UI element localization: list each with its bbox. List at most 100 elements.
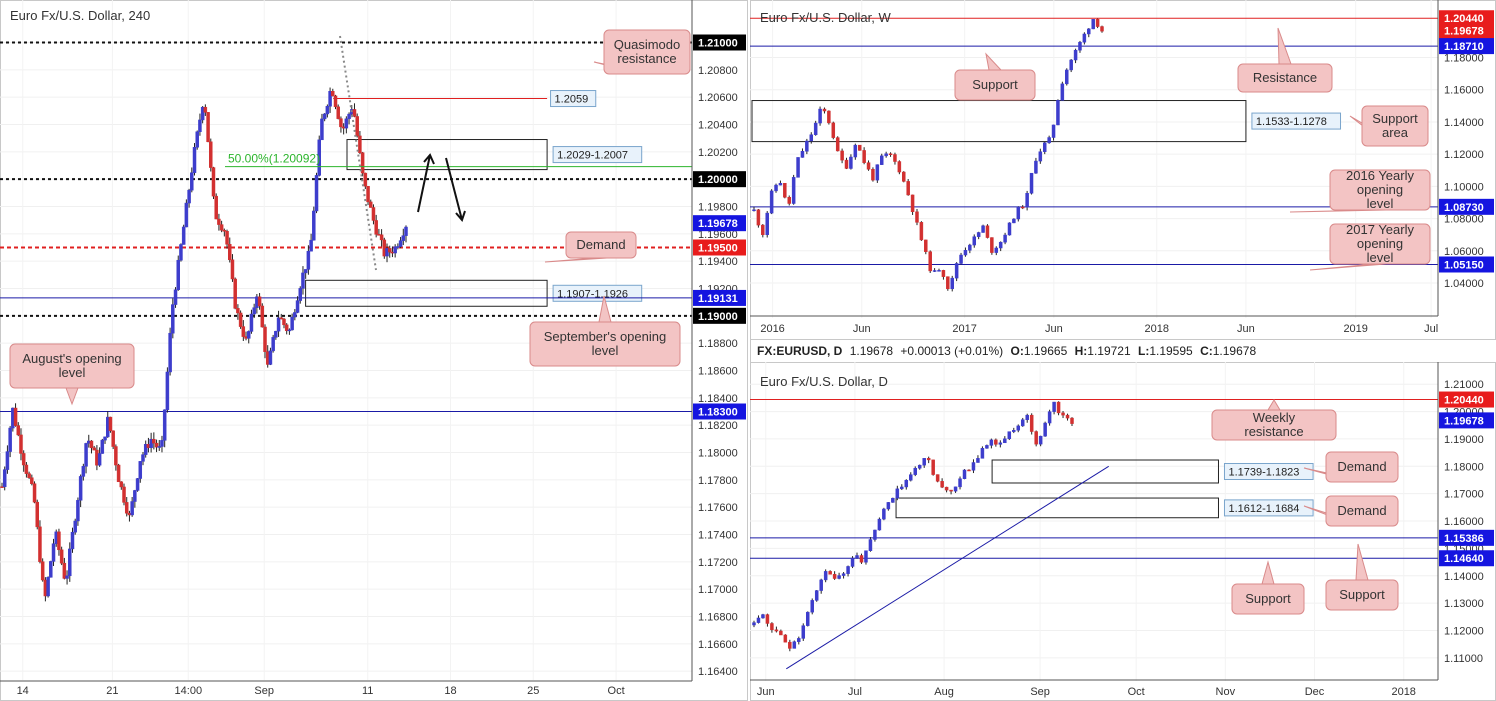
candle-body (358, 135, 362, 153)
candle-body (1052, 401, 1056, 412)
zone-box (991, 459, 1219, 484)
candle-body (1029, 172, 1034, 194)
candle-body (1007, 222, 1012, 236)
price-tag (1439, 38, 1494, 55)
x-tick-label: 14 (17, 685, 29, 697)
candle-body (932, 270, 937, 272)
candle-body (797, 638, 801, 642)
candle-body (190, 172, 194, 191)
candle-body (944, 486, 949, 491)
candle-body (752, 622, 756, 626)
candle-body (8, 427, 12, 452)
callout-label: Demand (1337, 503, 1386, 518)
candle-body (73, 520, 77, 533)
candle-body (162, 409, 167, 441)
candle-body (1016, 206, 1021, 220)
candle-body (1047, 137, 1051, 144)
candle-body (263, 326, 267, 352)
y-tick-label: 1.16000 (1444, 516, 1484, 528)
weekly-chart-panel: 1.1533-1.1278 1.18000 1.16000 1.14000 1.120… (750, 0, 1496, 340)
x-tick-label: 2016 (760, 323, 784, 335)
x-tick-label: 2017 (952, 323, 976, 335)
candle-body (791, 177, 796, 204)
candle-body (122, 486, 126, 503)
candle-body (831, 122, 836, 138)
h4-chart[interactable]: 1.2029-1.2007 1.1907-1.1926 50.00%(1.2009… (0, 0, 748, 701)
callout-box (1211, 409, 1337, 441)
candle-body (339, 118, 343, 128)
candle-body (59, 549, 64, 564)
candle-body (387, 248, 392, 253)
price-tag (693, 171, 746, 188)
candle-body (879, 155, 884, 165)
callout-box (954, 69, 1036, 101)
candle-body (962, 469, 967, 479)
ohlc-low: 1.19595 (1149, 344, 1193, 358)
y-tick-label: 1.18600 (698, 366, 738, 378)
candle-body (864, 550, 868, 563)
daily-title: Euro Fx/U.S. Dollar, D (760, 374, 888, 389)
candle-body (871, 169, 875, 181)
price-tag (693, 307, 746, 324)
projection-arrow-up (417, 153, 435, 213)
candle-body (268, 350, 273, 365)
candle-body (801, 625, 806, 639)
y-tick-label: 1.21000 (1444, 379, 1484, 391)
y-tick-label: 1.12000 (1444, 625, 1484, 637)
candle-body (835, 137, 840, 152)
candle-body (363, 172, 368, 187)
zone-box (346, 139, 548, 171)
candle-body (209, 141, 213, 168)
callout-label: Support (972, 77, 1018, 92)
callout-label: Support (1372, 111, 1418, 126)
candle-body (994, 439, 998, 445)
callout-label: level (1367, 196, 1394, 211)
y-tick-label: 1.18400 (698, 393, 738, 405)
candle-body (926, 458, 931, 461)
candle-body (888, 153, 893, 155)
candle-body (276, 317, 281, 332)
candle-body (862, 150, 866, 163)
candle-body (331, 91, 335, 97)
candle-body (168, 332, 172, 373)
candle-body (260, 305, 265, 328)
price-tag (693, 403, 746, 420)
candle-body (173, 289, 178, 305)
candle-body (765, 212, 769, 235)
y-tick-label: 1.04000 (1444, 278, 1484, 290)
trend-line (786, 465, 1109, 670)
candle-body (917, 464, 922, 469)
y-tick-label: 1.18000 (1444, 461, 1484, 473)
weekly-chart[interactable]: 1.1533-1.1278 1.18000 1.16000 1.14000 1.120… (750, 0, 1496, 340)
candle-body (832, 574, 837, 579)
candle-body (827, 110, 831, 124)
candle-body (805, 611, 810, 626)
price-tag (1439, 198, 1494, 215)
x-tick-label: Oct (608, 685, 625, 697)
candle-body (382, 239, 387, 257)
y-tick-label: 1.18200 (698, 420, 738, 432)
callout-label: September's opening (544, 329, 666, 344)
candle-body (238, 312, 243, 327)
candle-body (788, 641, 792, 649)
candle-body (756, 209, 761, 226)
candle-body (1087, 28, 1091, 35)
y-tick-label: 1.16600 (698, 639, 738, 651)
candle-body (849, 156, 853, 169)
x-tick-label: Jun (757, 686, 775, 698)
price-tag-label: 1.19678 (698, 218, 738, 230)
candle-body (1042, 142, 1047, 152)
candle-body (823, 571, 828, 581)
weekly-title: Euro Fx/U.S. Dollar, W (760, 10, 891, 25)
candle-body (328, 91, 332, 107)
ohlc-high-label: H: (1074, 344, 1088, 358)
price-tag-label: 1.20440 (1444, 13, 1484, 25)
candle-body (401, 235, 406, 241)
price-tag (693, 289, 746, 306)
callout-label: Quasimodo (614, 37, 680, 52)
y-tick-label: 1.08000 (1444, 214, 1484, 226)
candle-body (1065, 69, 1069, 85)
candle-body (111, 430, 115, 447)
candle-body (1016, 425, 1021, 431)
